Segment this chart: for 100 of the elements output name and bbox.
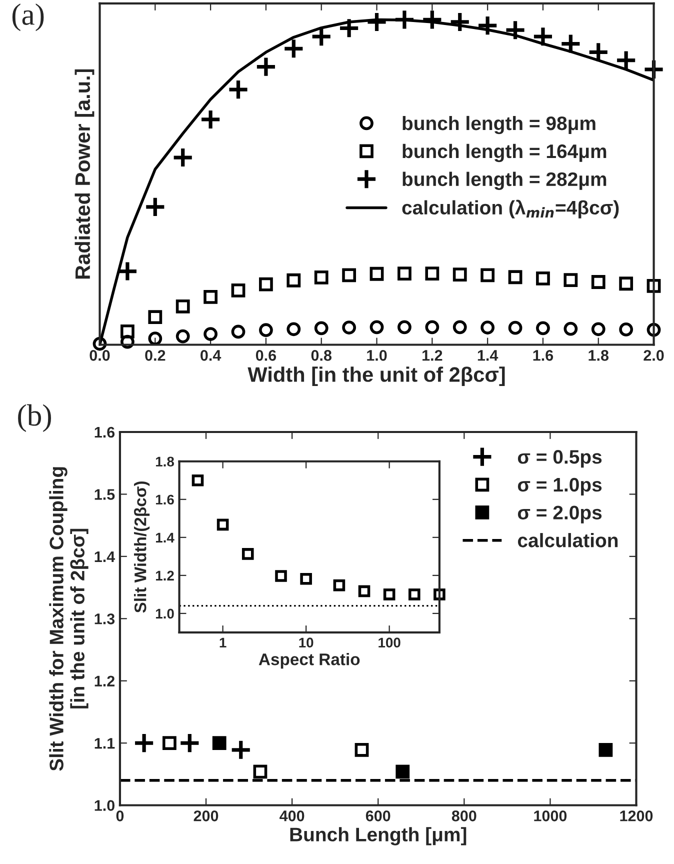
point [642, 58, 665, 80]
x-tick-label: 1000 [534, 810, 567, 822]
point [230, 739, 252, 761]
point [598, 742, 613, 757]
y-tick-label: 1.5 [94, 489, 115, 500]
point [449, 11, 471, 33]
legend-label: σ = 2.0ps [518, 506, 602, 524]
chart-title: (b) [18, 404, 51, 432]
point [204, 327, 218, 341]
point [366, 11, 388, 33]
legend-label: σ = 0.5ps [518, 450, 602, 468]
y-tick-label: 1.6 [94, 426, 115, 438]
point [253, 764, 268, 779]
point [591, 275, 606, 289]
point [452, 268, 467, 282]
point [508, 270, 522, 284]
point [354, 742, 369, 757]
point [200, 108, 222, 130]
point [148, 310, 162, 324]
legend-label: bunch length = 98μm [402, 116, 596, 134]
y-tick-label: 1.1 [94, 738, 115, 749]
x-tick-label: 1200 [620, 810, 653, 822]
point [133, 732, 155, 754]
point [646, 278, 661, 293]
point [646, 322, 661, 337]
x-tick-label: 1.6 [533, 350, 554, 361]
x-tick-label: 1.4 [478, 350, 498, 361]
point [480, 320, 495, 334]
x-tick-label: 1 [220, 638, 226, 648]
point [314, 270, 328, 284]
x-tick-label: 2.0 [644, 350, 664, 361]
point [452, 320, 467, 334]
point [148, 332, 162, 346]
point [398, 320, 412, 334]
x-tick-label: 10 [299, 638, 314, 648]
point [231, 284, 246, 298]
point [564, 273, 578, 287]
point [176, 299, 190, 314]
point [176, 329, 190, 344]
x-axis-title: Aspect Ratio [258, 653, 360, 669]
point [286, 322, 301, 336]
point [619, 322, 634, 336]
point [536, 271, 550, 286]
legend-label: σ = 1.0ps [518, 478, 602, 496]
legend-label: bunch length = 282μm [402, 172, 606, 190]
x-tick-label: 0 [116, 810, 124, 822]
point [370, 320, 384, 334]
point [286, 273, 301, 288]
point [172, 146, 194, 168]
point [259, 277, 273, 292]
y-tick-label: 1.0 [94, 800, 114, 811]
point [480, 268, 495, 282]
point [259, 323, 273, 338]
x-tick-label: 600 [366, 810, 390, 822]
legend-label: calculation [518, 533, 618, 548]
point [255, 56, 277, 78]
x-tick-label: 0.4 [200, 350, 222, 361]
y-tick-label: 1.2 [94, 676, 114, 686]
point [421, 8, 443, 31]
point [162, 736, 176, 750]
y-tick-label: 1.2 [156, 570, 174, 580]
point [619, 276, 634, 291]
point [370, 266, 384, 281]
point [144, 196, 166, 218]
point [314, 321, 328, 336]
y-tick-label: 1.0 [156, 608, 174, 619]
point [204, 290, 218, 304]
chart-title: (a) [12, 3, 44, 32]
x-tick-label: 400 [280, 810, 304, 822]
x-axis-title: Bunch Length [μm] [290, 827, 466, 846]
y-tick-label: 1.6 [156, 494, 174, 505]
x-tick-label: 1.8 [588, 350, 609, 361]
x-tick-label: 200 [194, 810, 218, 822]
point [591, 322, 606, 336]
point [425, 266, 440, 280]
point [504, 19, 526, 41]
y-tick-label: 1.3 [94, 613, 115, 624]
point [476, 14, 498, 36]
x-tick-label: 1.0 [367, 350, 387, 361]
point [394, 8, 416, 31]
y-tick-label: 1.4 [94, 551, 116, 562]
point [425, 320, 440, 334]
point [92, 336, 107, 351]
point [212, 736, 226, 750]
point [560, 32, 582, 55]
y-axis-title: Slit Width for Maximum Coupling [in the unit of 2βcσ] [49, 467, 88, 771]
legend-label: calculation (λ$_{min}$=4βcσ) [402, 200, 619, 218]
point [227, 78, 250, 100]
point [342, 268, 356, 282]
x-tick-label: 0.6 [256, 350, 276, 361]
x-tick-label: 0.0 [90, 350, 110, 361]
point [120, 324, 134, 338]
point [178, 732, 201, 754]
x-tick-label: 0.2 [145, 350, 166, 361]
y-axis-title: Slit Width/(2βcσ) [134, 481, 150, 613]
y-axis-title: Radiated Power [a.u.] [74, 69, 94, 279]
point [508, 320, 522, 335]
point [231, 324, 246, 339]
x-tick-label: 1.2 [422, 350, 442, 361]
x-tick-label: 800 [452, 810, 476, 822]
